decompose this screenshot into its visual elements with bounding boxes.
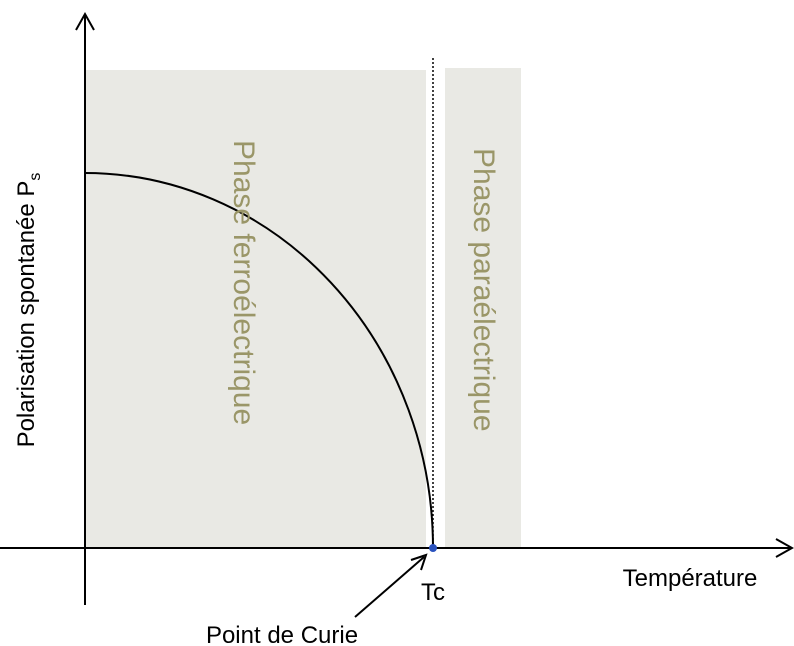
y-arrow: [75, 11, 95, 31]
y-label-sub: s: [27, 173, 44, 181]
y-axis-label: Polarisation spontanée Ps: [13, 173, 44, 448]
x-arrow: [775, 538, 794, 558]
polarisation-curve: [84, 172, 434, 549]
ferro-region: [85, 70, 426, 548]
para-region: [445, 68, 521, 548]
tc-label: Tc: [421, 579, 445, 606]
curie-label: Point de Curie: [206, 622, 358, 646]
curie-point: [429, 544, 437, 552]
y-label-main: Polarisation spontanée P: [13, 181, 40, 448]
ferro-label: Phase ferroélectrique: [227, 140, 260, 425]
curie-arrow: [354, 556, 425, 618]
para-label: Phase paraélectrique: [467, 148, 500, 432]
curie-arrowhead: [410, 553, 428, 571]
x-axis-label: Température: [623, 565, 758, 592]
